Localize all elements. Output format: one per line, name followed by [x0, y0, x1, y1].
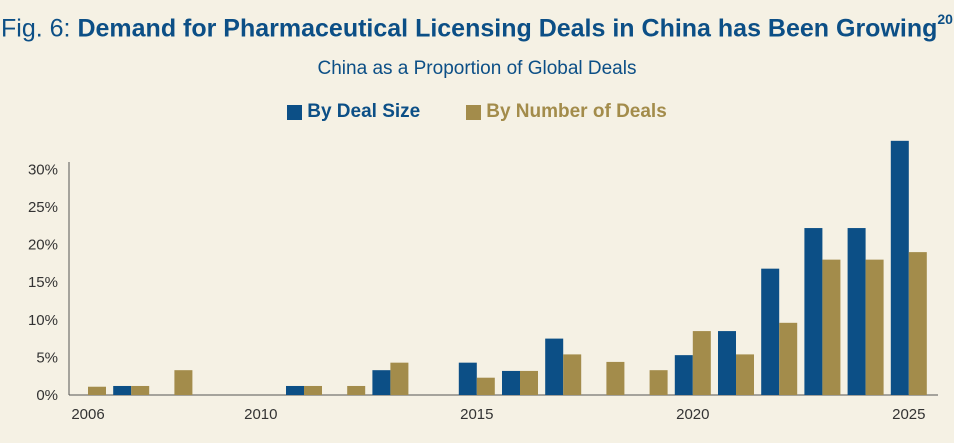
x-tick-label: 2025 [892, 406, 925, 423]
bar-number-of-deals [779, 322, 798, 395]
legend: By Deal Size By Number of Deals [0, 101, 954, 123]
bar-number-of-deals [606, 361, 625, 395]
bar-deal-size [847, 228, 866, 395]
y-tick-label: 25% [28, 199, 58, 216]
bar-deal-size [286, 385, 304, 395]
legend-item-deal-size: By Deal Size [287, 101, 420, 123]
bar-deal-size [113, 385, 132, 395]
chart-title-text: Demand for Pharmaceutical Licensing Deal… [77, 14, 938, 43]
bar-number-of-deals [520, 370, 538, 395]
legend-label-deal-size: By Deal Size [307, 101, 421, 122]
bar-deal-size [545, 338, 564, 395]
bar-number-of-deals [736, 354, 754, 395]
legend-label-number-of-deals: By Number of Deals [486, 101, 667, 122]
x-tick-label: 2015 [460, 406, 493, 423]
y-tick-label: 0% [36, 387, 58, 404]
legend-item-number-of-deals: By Number of Deals [466, 101, 667, 123]
bar-deal-size [502, 370, 520, 395]
bar-number-of-deals [347, 385, 366, 395]
bar-deal-size [761, 268, 780, 395]
y-tick-label: 5% [36, 349, 58, 366]
footnote-ref: 20 [937, 11, 953, 27]
y-tick-label: 15% [28, 274, 58, 291]
bar-number-of-deals [304, 385, 322, 395]
y-tick-label: 10% [28, 312, 58, 329]
bar-number-of-deals [390, 362, 409, 395]
bar-number-of-deals [88, 386, 106, 395]
bar-number-of-deals [649, 370, 668, 395]
x-tick-label: 2010 [244, 406, 277, 423]
bar-deal-size [458, 362, 477, 395]
bar-number-of-deals [476, 377, 495, 395]
bar-deal-size [674, 355, 693, 395]
y-tick-label: 20% [28, 237, 58, 254]
chart-subtitle: China as a Proportion of Global Deals [317, 58, 637, 79]
bar-deal-size [372, 370, 391, 395]
x-tick-label: 2020 [676, 406, 709, 423]
y-tick-label: 30% [28, 161, 58, 178]
bar-number-of-deals [174, 370, 193, 395]
bar-number-of-deals [865, 259, 884, 395]
bar-number-of-deals [131, 385, 150, 395]
bar-number-of-deals [908, 252, 927, 395]
x-tick-label: 2006 [71, 406, 104, 423]
bar-deal-size [718, 331, 736, 395]
chart-title: Fig. 6: Demand for Pharmaceutical Licens… [0, 11, 954, 43]
bar-number-of-deals [692, 331, 711, 395]
figure-number: Fig. 6: [1, 14, 71, 43]
bar-number-of-deals [822, 259, 841, 395]
bar-deal-size [890, 140, 909, 395]
bar-number-of-deals [563, 354, 582, 395]
legend-swatch-number-of-deals [466, 104, 482, 120]
bar-deal-size [804, 228, 823, 395]
legend-swatch-deal-size [287, 104, 303, 120]
